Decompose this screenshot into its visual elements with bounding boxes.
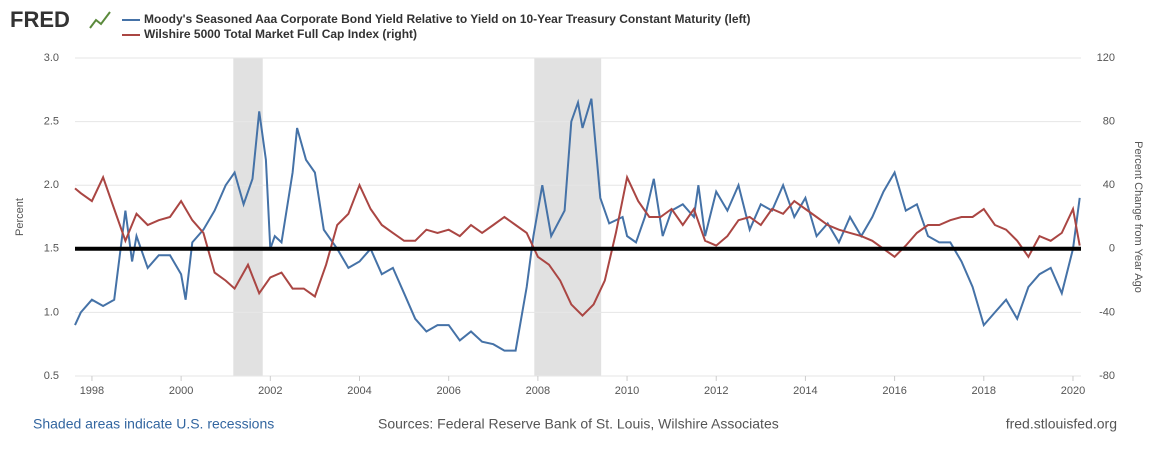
y2-tick-label: 40 [1103, 179, 1115, 191]
y2-tick-label: 0 [1109, 243, 1115, 255]
legend-entry: Moody's Seasoned Aaa Corporate Bond Yiel… [144, 12, 751, 26]
x-tick-label: 1998 [80, 385, 104, 397]
y2-tick-label: -40 [1099, 306, 1115, 318]
series-line [74, 174, 1081, 318]
legend-entry: Wilshire 5000 Total Market Full Cap Inde… [144, 27, 417, 41]
logo: FRED [10, 7, 70, 32]
y2-tick-label: 80 [1103, 116, 1115, 128]
site: fred.stlouisfed.org [1006, 416, 1117, 432]
recession-band [534, 58, 602, 376]
y-tick-label: 0.5 [44, 370, 59, 382]
x-tick-label: 2010 [615, 385, 639, 397]
x-tick-label: 2012 [704, 385, 728, 397]
recession-note: Shaded areas indicate U.S. recessions [33, 416, 274, 432]
y-tick-label: 2.0 [44, 179, 59, 191]
source: Sources: Federal Reserve Bank of St. Lou… [378, 416, 779, 432]
x-tick-label: 2020 [1061, 385, 1085, 397]
y-tick-label: 2.5 [44, 116, 59, 128]
x-tick-label: 2000 [169, 385, 193, 397]
x-tick-label: 2006 [436, 385, 460, 397]
x-tick-label: 2008 [526, 385, 550, 397]
x-tick-label: 2018 [972, 385, 996, 397]
x-tick-label: 2004 [347, 385, 371, 397]
y-tick-label: 1.5 [44, 243, 59, 255]
recession-band [233, 58, 263, 376]
y2-tick-label: 120 [1097, 52, 1115, 64]
series-line [74, 98, 1081, 352]
y2-tick-label: -80 [1099, 370, 1115, 382]
logo-icon [89, 11, 111, 29]
x-tick-label: 2002 [258, 385, 282, 397]
x-tick-label: 2014 [793, 385, 817, 397]
x-tick-label: 2016 [882, 385, 906, 397]
y-tick-label: 1.0 [44, 306, 59, 318]
y-axis-label: Percent [14, 198, 26, 236]
y-tick-label: 3.0 [44, 52, 59, 64]
y2-axis-label: Percent Change from Year Ago [1132, 141, 1144, 293]
